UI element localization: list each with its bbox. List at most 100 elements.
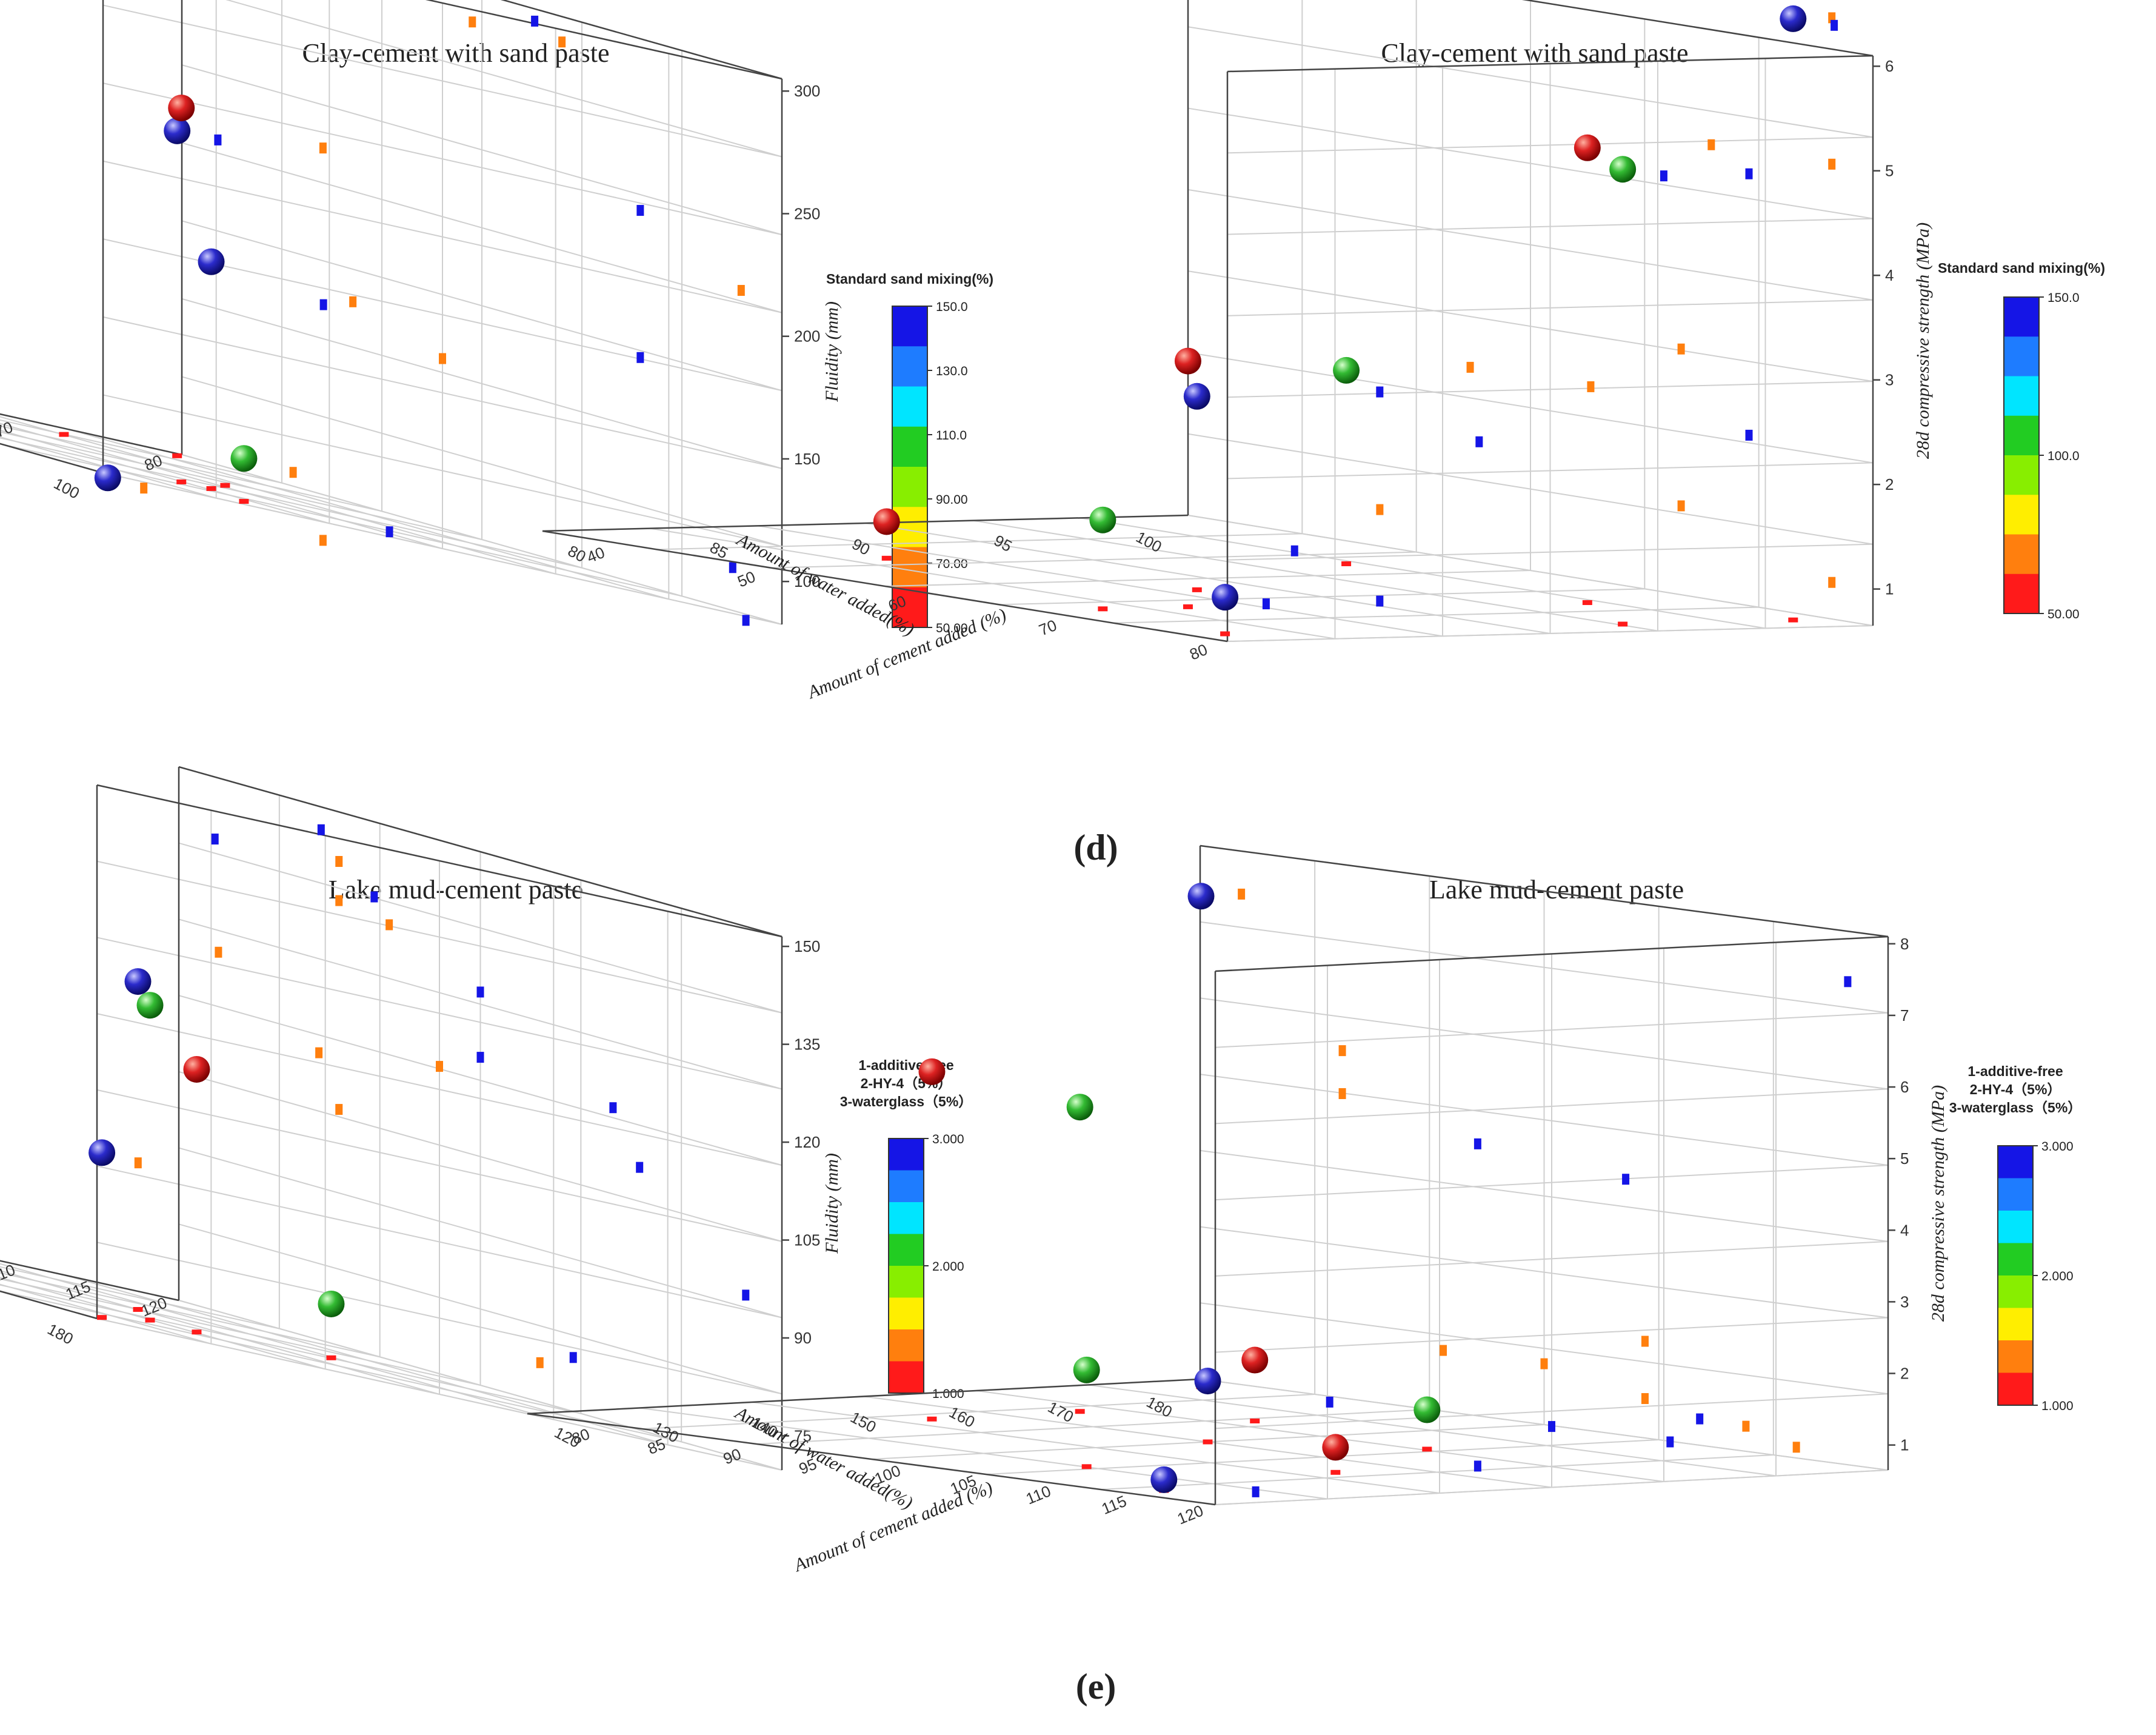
floor-projection [1203,1439,1213,1445]
wall-projection-right [1745,429,1753,441]
floor-projection [1330,1469,1341,1475]
floor-projection [881,555,892,561]
wall-projection-left [140,483,148,494]
colorbar-segment [889,1361,924,1394]
wall-projection-right [319,299,327,310]
z-tick-label: 2 [1900,1365,1909,1383]
wall-projection-right [1376,386,1384,398]
z-tick-label: 4 [1900,1221,1909,1239]
panel-label-d: (d) [1073,827,1118,868]
floor-projection [1788,617,1798,623]
floor-projection [97,1315,107,1320]
colorbar-segment [892,346,927,387]
x-tick-label: 150 [847,1408,879,1436]
wall-projection-right [1326,1396,1333,1408]
z-tick-label: 2 [1885,475,1894,493]
z-tick-label: 6 [1885,57,1894,75]
z-tick-label: 150 [794,937,820,955]
floor-projection [927,1416,937,1422]
x-tick-label: 100 [51,474,82,503]
data-point-green [318,1290,345,1317]
y-tick-label: 70 [0,418,15,441]
wall-projection-right [476,986,484,998]
grid [0,766,783,1471]
floor-projection [1192,587,1202,592]
floor-projection [326,1355,336,1360]
floor-projection [133,1307,143,1312]
colorbar-tick-label: 100.0 [2048,449,2080,463]
z-tick-label: 8 [1900,935,1909,953]
chart-title-e-left: Lake mud-cement paste [329,875,583,904]
wall-projection-left [1641,1336,1649,1347]
wall-projection-right [531,15,539,27]
z-tick-label: 4 [1885,266,1894,284]
wall-projection-left [1338,1045,1346,1057]
colorbar-segment [2004,573,2039,614]
colorbar-tick-label: 3.000 [2041,1140,2074,1154]
data-points [873,5,1838,637]
data-point-blue [124,968,152,995]
wall-projection-left [335,856,343,868]
z-tick-label: 6 [1900,1078,1909,1096]
floor-projection [1075,1409,1085,1414]
wall-projection-right [569,1352,577,1363]
floor-projection [1183,604,1193,609]
floor-projection [145,1317,155,1323]
data-point-blue [1780,5,1807,32]
data-point-red [168,95,195,122]
wall-projection-right [609,1102,617,1114]
wall-projection-left [215,946,222,958]
wall-projection-left [1828,577,1836,588]
wall-projection-left [1376,504,1384,515]
wall-projection-right [1844,976,1852,988]
floor-projection [1341,561,1352,566]
panel-label-e: (e) [1076,1666,1116,1707]
colorbar-title: Standard sand mixing(%) [826,271,993,287]
colorbar-segment [1998,1178,2033,1211]
wall-projection-right [636,205,644,216]
colorbar-segment [2004,297,2039,337]
wall-projection-right [211,834,219,845]
floor-projection [176,479,187,484]
data-point-red [1322,1434,1349,1461]
floor-projection [1422,1446,1432,1452]
x-tick-label: 95 [991,531,1015,555]
colorbar-tick-label: 50.00 [936,621,968,635]
floor-projection [192,1329,202,1335]
colorbar: 150.0 100.0 50.00 Standard sand mixing(%) [1938,260,2105,621]
data-point-blue [1150,1466,1178,1493]
z-tick-label: 7 [1900,1006,1909,1025]
wall-projection-right [1660,170,1667,182]
floor-projection [172,453,182,458]
colorbar-tick-label: 3.000 [932,1132,964,1146]
data-point-red [873,508,900,535]
y-tick-label: 80 [1187,640,1210,664]
wall-projection-right [636,1162,644,1173]
chart-title-d-left: Clay-cement with sand paste [302,38,609,68]
colorbar-tick-label: 1.000 [2041,1399,2074,1413]
grid [542,0,1874,642]
data-point-green [230,445,258,472]
colorbar-title: Standard sand mixing(%) [1938,260,2105,276]
wall-projection-right [636,352,644,363]
colorbar-tick-label: 150.0 [2048,291,2080,305]
wall-projection-left [1587,381,1595,392]
data-point-red [183,1055,210,1083]
wall-projection-left [1707,139,1715,150]
y-tick-label: 90 [721,1445,744,1468]
floor-projection [1098,606,1108,612]
wall-projection-right [1252,1486,1260,1497]
floor-projection [59,432,69,437]
z-tick-label: 200 [794,327,820,346]
wall-projection-right [742,1289,750,1301]
colorbar-segment [889,1297,924,1330]
z-tick-label: 150 [794,450,820,468]
colorbar-segment [1998,1372,2033,1406]
data-point-blue [1183,383,1210,410]
wall-projection-left [1238,888,1246,900]
colorbar-title: 3-waterglass（5%） [1949,1100,2082,1115]
colorbar-segment [1998,1340,2033,1373]
colorbar: 3.000 2.000 1.000 1-additive-free 2-HY-4（5%）… [1949,1063,2082,1413]
